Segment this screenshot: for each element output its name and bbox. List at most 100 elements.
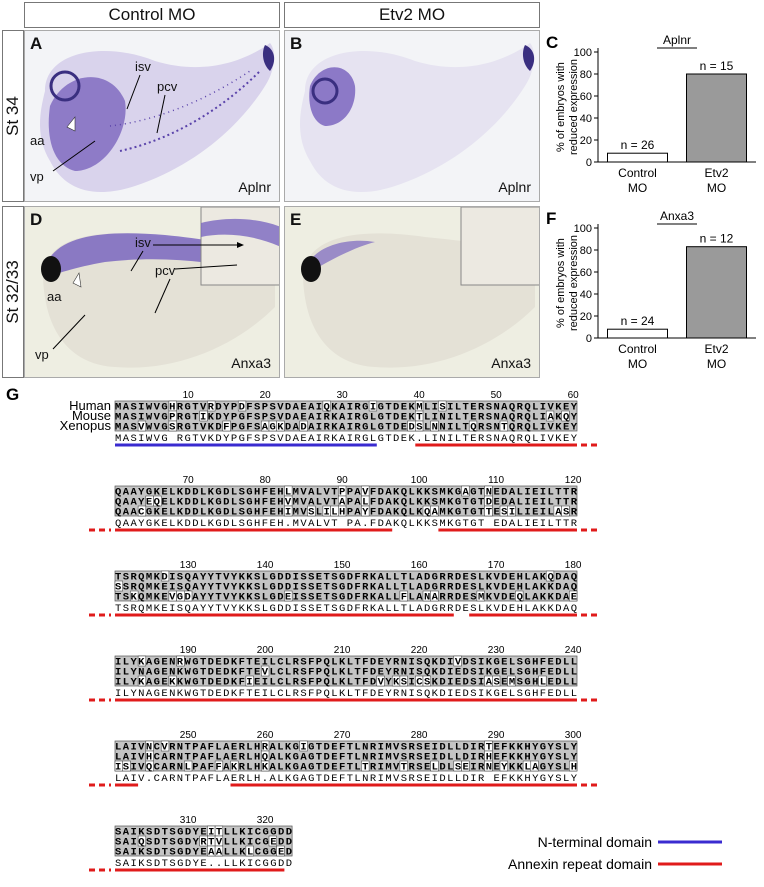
mismatch-cell <box>499 760 508 772</box>
position-tick: 70 <box>183 475 195 486</box>
label-vp-d: vp <box>35 347 49 362</box>
probe-label-b: Aplnr <box>498 179 531 195</box>
position-tick: 80 <box>260 475 272 486</box>
x-category-label: MO <box>628 357 647 371</box>
mismatch-cell <box>530 760 539 772</box>
chart-title: Anxa3 <box>660 209 694 223</box>
probe-label-d: Anxa3 <box>231 355 271 371</box>
position-tick: 170 <box>488 560 505 571</box>
legend-label: Annexin repeat domain <box>508 856 652 872</box>
position-tick: 260 <box>257 730 274 741</box>
mismatch-cell <box>137 420 147 432</box>
mismatch-cell <box>561 505 570 517</box>
y-tick-label: 60 <box>580 91 592 103</box>
x-category-label: MO <box>707 357 726 371</box>
position-tick: 180 <box>565 560 582 571</box>
position-tick: 20 <box>260 390 272 401</box>
mismatch-cell <box>176 655 185 667</box>
mismatch-cell <box>476 590 485 602</box>
mismatch-cell <box>507 505 516 517</box>
x-category-label: Control <box>618 166 657 180</box>
position-tick: 270 <box>334 730 351 741</box>
mismatch-cell <box>276 420 285 432</box>
position-tick: 140 <box>257 560 274 571</box>
x-category-label: Etv2 <box>704 166 728 180</box>
consensus-row: LAIV.CARNTPAFLAERLH.ALKGAGTDEFTLNRIMVSRS… <box>115 773 578 785</box>
mismatch-cell <box>160 740 170 752</box>
mismatch-cell <box>515 590 524 602</box>
position-tick: 280 <box>411 730 428 741</box>
mismatch-cell <box>276 845 285 857</box>
sequence-row: LAIVNCVRNTPAFLAERLHRALKGIGTDEFTLNRIMVSRS… <box>115 742 578 754</box>
position-tick: 310 <box>180 815 197 826</box>
panel-letter-b: B <box>290 34 303 53</box>
label-aa-a: aa <box>30 133 45 148</box>
mismatch-cell <box>430 760 439 772</box>
mismatch-cell <box>430 420 439 432</box>
embryo-image-d <box>41 207 279 368</box>
mismatch-cell <box>160 570 170 582</box>
sequence-row: QAAYEQELKDDLKGDLSGHFEHVMVALVTAPALFDAKQLK… <box>115 497 578 509</box>
y-tick-label: 0 <box>586 157 592 169</box>
bar <box>686 73 747 163</box>
mismatch-cell <box>545 410 555 422</box>
mismatch-cell <box>338 505 347 517</box>
mismatch-cell <box>399 760 408 772</box>
sequence-row: LAIVHCARNTPAFLAERLHQALKGAGTDEFTLNRIMVSRS… <box>115 752 578 764</box>
y-tick-label: 40 <box>580 289 592 301</box>
mismatch-cell <box>261 760 270 772</box>
label-pcv-a: pcv <box>157 79 178 94</box>
mismatch-cell <box>245 845 254 857</box>
position-tick: 50 <box>491 390 503 401</box>
mismatch-cell <box>184 760 193 772</box>
mismatch-cell <box>237 400 247 412</box>
mismatch-cell <box>284 590 293 602</box>
chart-panel-letter: C <box>546 33 558 52</box>
sequence-row: SAIKSDTSGDYEITLLKICGGDD <box>115 827 292 839</box>
mismatch-cell <box>453 655 462 667</box>
species-label: Xenopus <box>60 418 112 433</box>
bar-chart-c: C Aplnr % of embryos withreduced expressio… <box>546 33 756 195</box>
species-label: Mouse <box>72 408 111 423</box>
mismatch-cell <box>361 505 370 517</box>
consensus-row: TSRQMKEISQAYYTVYKKSLGDDISSETSGDFRKALLTLA… <box>115 603 577 615</box>
mismatch-cell <box>492 675 501 687</box>
position-tick: 100 <box>411 475 428 486</box>
mismatch-cell <box>461 760 470 772</box>
probe-label-e: Anxa3 <box>491 355 531 371</box>
position-tick: 40 <box>414 390 426 401</box>
y-tick-label: 0 <box>586 333 592 345</box>
mismatch-cell <box>184 590 193 602</box>
position-tick: 200 <box>257 645 274 656</box>
label-vp-a: vp <box>30 169 44 184</box>
mismatch-cell <box>168 675 177 687</box>
label-isv-a: isv <box>135 59 151 74</box>
panel-e-image: E Anxa3 <box>284 206 540 378</box>
position-tick: 10 <box>183 390 195 401</box>
mismatch-cell <box>268 835 277 847</box>
bar-n-label: n = 15 <box>700 59 734 73</box>
species-label: Human <box>69 398 111 413</box>
chart-panel-letter: F <box>546 209 556 228</box>
bar <box>686 246 747 339</box>
bar-n-label: n = 24 <box>621 314 655 328</box>
position-tick: 150 <box>334 560 351 571</box>
alignment-block-shade <box>114 400 578 432</box>
mismatch-cell <box>545 570 555 582</box>
chart-title: Aplnr <box>663 33 691 47</box>
bar-n-label: n = 26 <box>621 138 655 152</box>
panel-d-image: D isv pcv aa vp Anxa3 <box>24 206 280 378</box>
x-category-label: Etv2 <box>704 342 728 356</box>
sequence-row: QAAYGKELKDDLKGDLSGHFEHLMVALVTPPAVFDAKQLK… <box>115 487 578 499</box>
panel-letter-g: G <box>6 385 19 404</box>
row-label-st34: St 34 <box>2 30 24 202</box>
mismatch-cell <box>561 410 570 422</box>
mismatch-cell <box>468 420 478 432</box>
mismatch-cell <box>461 485 470 497</box>
panel-letter-e: E <box>290 210 302 229</box>
column-header-etv2: Etv2 MO <box>284 2 540 28</box>
mismatch-cell <box>222 420 231 432</box>
mismatch-cell <box>214 845 224 857</box>
x-category-label: MO <box>707 181 726 195</box>
